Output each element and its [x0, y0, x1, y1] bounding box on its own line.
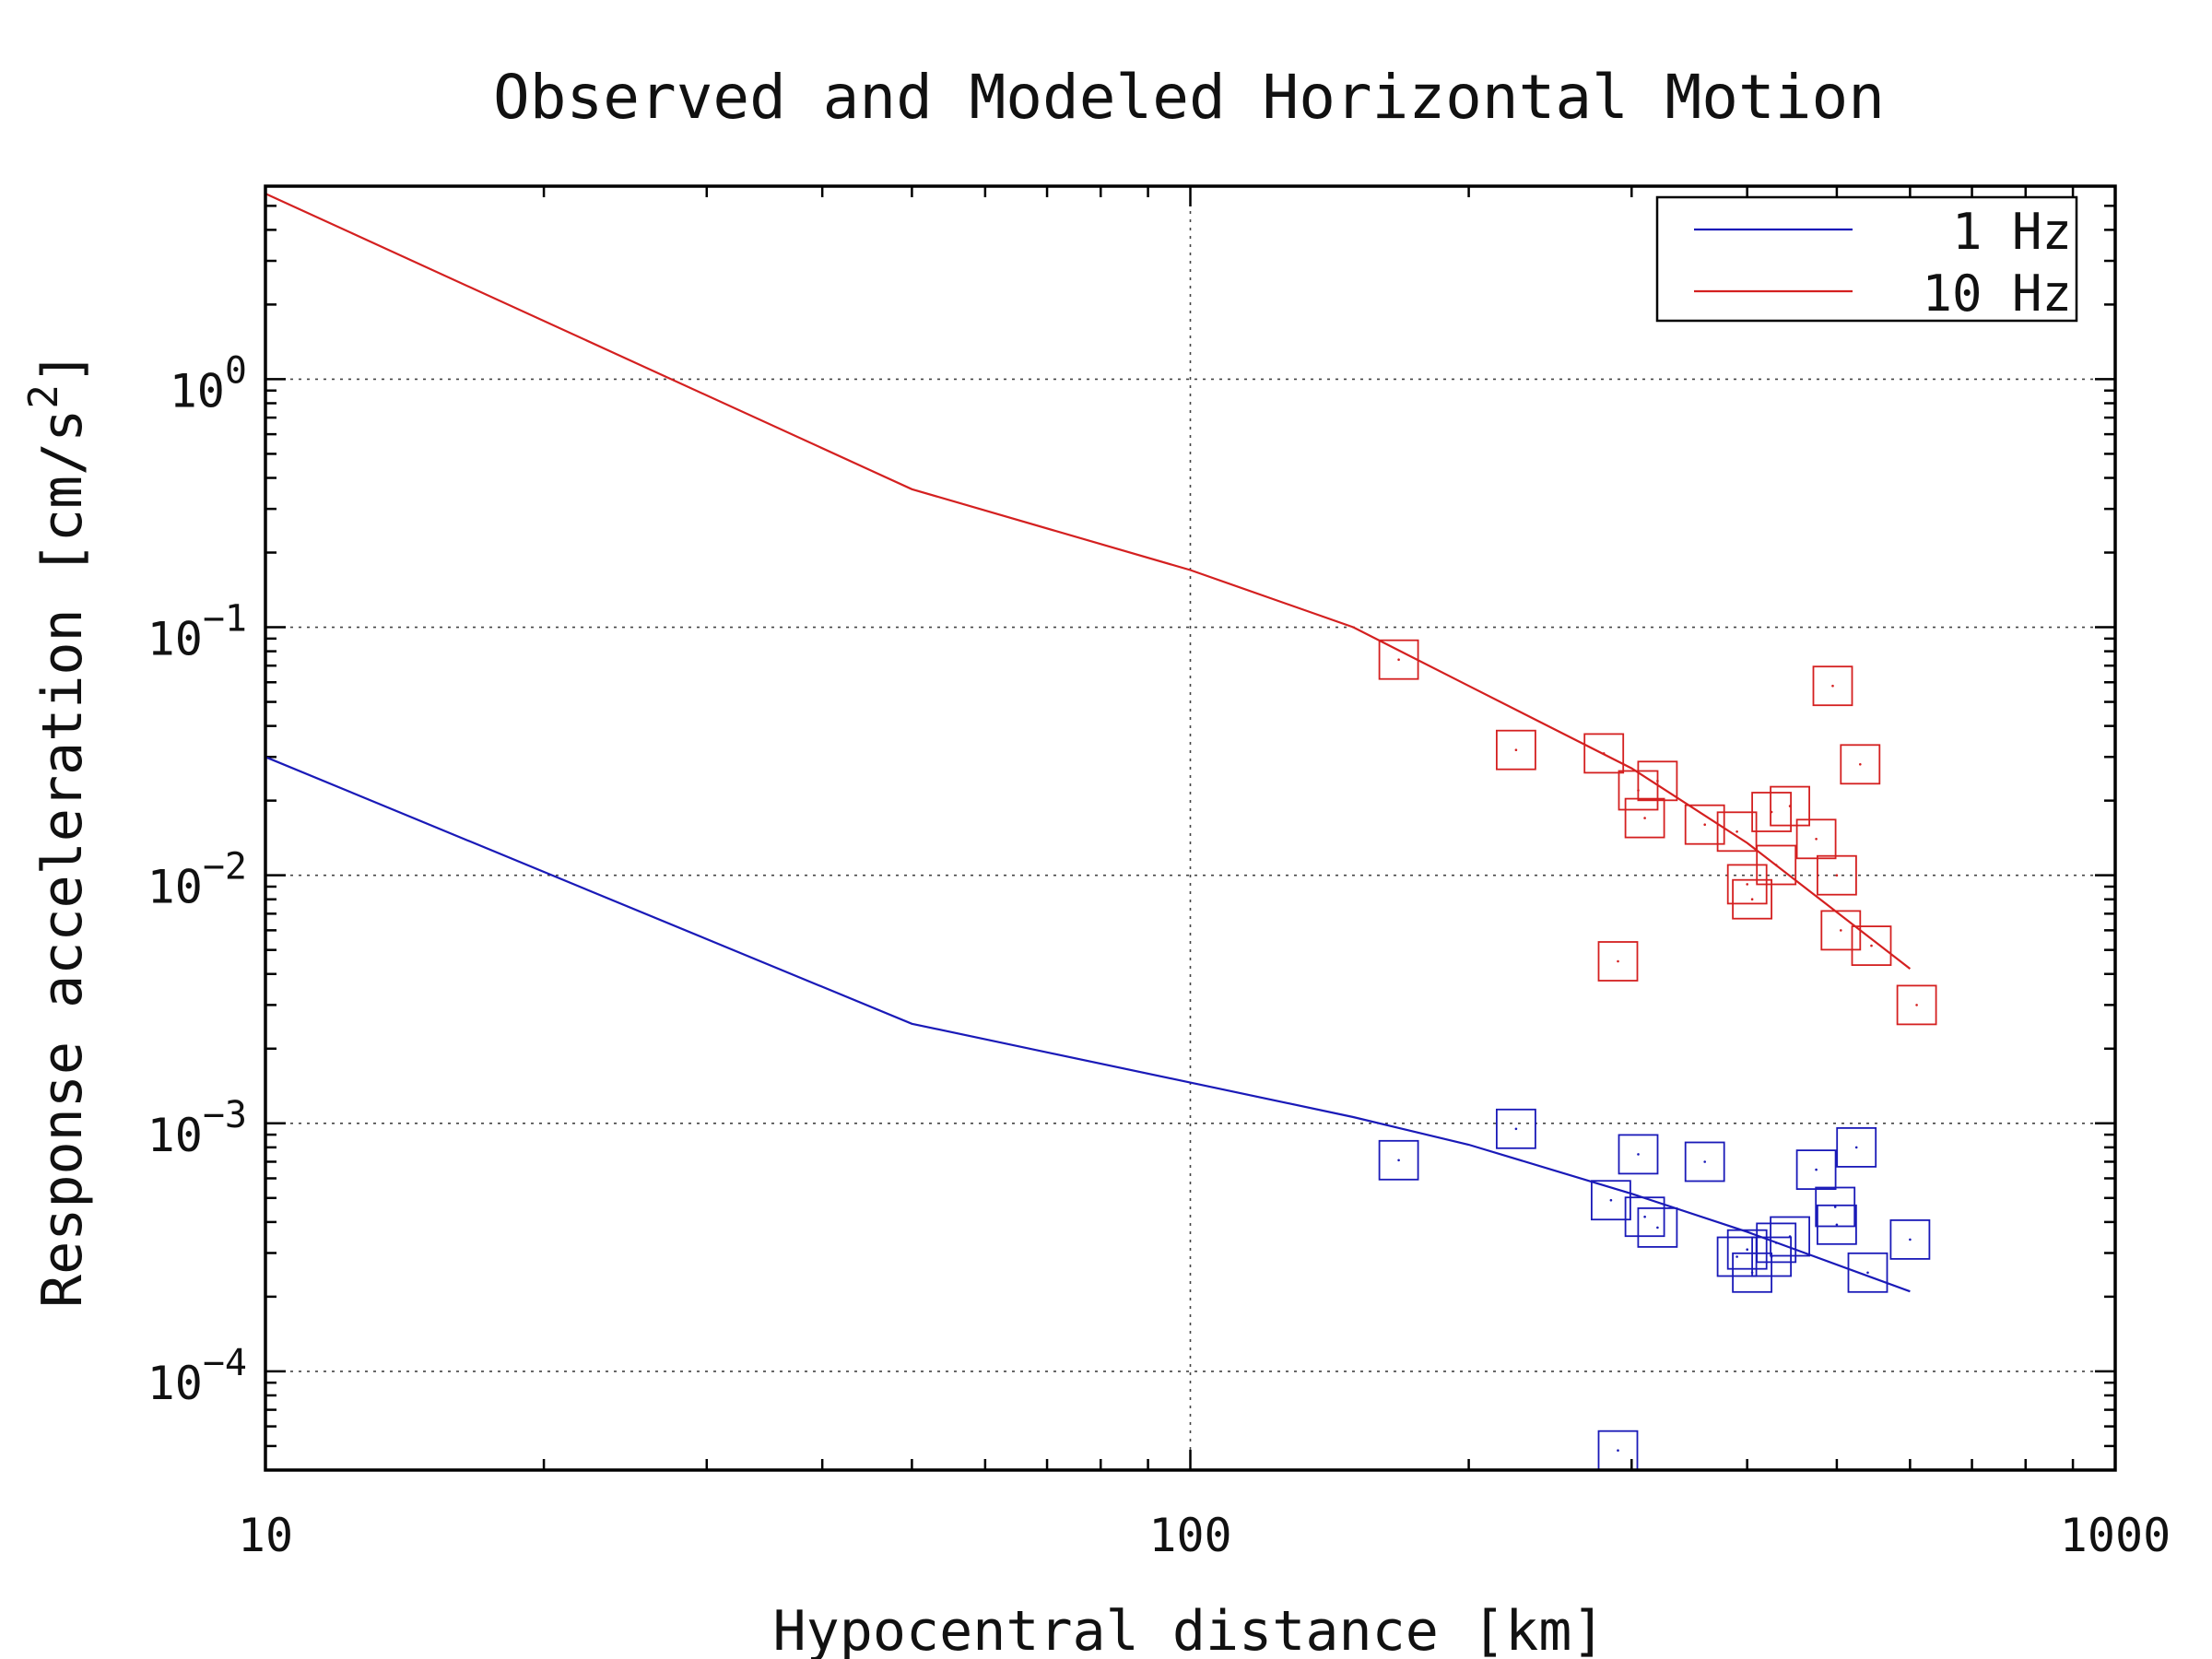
observed-point	[1732, 878, 1772, 920]
observed-point	[1378, 639, 1419, 680]
observed-point-center	[1840, 929, 1842, 932]
model-line-10hz	[265, 193, 1912, 970]
observed-point-center	[1750, 898, 1754, 900]
observed-point-center	[1735, 830, 1738, 833]
observed-point	[1836, 1127, 1877, 1168]
observed-point	[1770, 1216, 1810, 1257]
y-axis-label-prefix: Response acceleration [cm/s	[30, 409, 95, 1308]
observed-point	[1815, 1186, 1856, 1228]
observed-point	[1847, 1252, 1888, 1293]
observed-point-center	[1735, 1255, 1738, 1258]
y-axis-label-exponent: 2	[20, 384, 67, 409]
observed-point-center	[1854, 1146, 1858, 1149]
observed-point-center	[1602, 752, 1606, 755]
y-tick-label: 100	[170, 349, 247, 418]
observed-point-center	[1617, 1449, 1619, 1452]
observed-point-center	[1915, 1004, 1918, 1006]
observed-point-center	[1746, 1248, 1748, 1251]
legend-box	[1655, 195, 2078, 323]
observed-point	[1637, 1207, 1678, 1248]
observed-point	[1840, 744, 1881, 785]
y-axis-label: Response acceleration [cm/s2]	[20, 351, 95, 1308]
observed-point-center	[1835, 874, 1839, 877]
observed-point-center	[1831, 684, 1834, 688]
observed-point	[1684, 804, 1725, 845]
observed-point-center	[1637, 1153, 1640, 1156]
observed-point	[1889, 1219, 1931, 1260]
observed-point-center	[1703, 1160, 1706, 1163]
y-tick-label: 10−3	[147, 1094, 247, 1162]
observed-point-center	[1788, 805, 1792, 807]
observed-point	[1851, 925, 1892, 966]
observed-point-center	[1859, 763, 1862, 766]
observed-point-center	[1815, 1168, 1818, 1171]
legend-label-1hz: 1 Hz	[1952, 203, 2072, 261]
observed-point	[1751, 792, 1792, 832]
model-line-1hz	[265, 756, 1911, 1293]
observed-point-center	[1835, 1223, 1839, 1227]
observed-point	[1726, 1229, 1768, 1270]
observed-point-center	[1617, 959, 1619, 963]
plot-frame	[264, 184, 2117, 1472]
chart-title: Observed and Modeled Horizontal Motion	[493, 62, 1885, 133]
y-tick-label: 10−4	[147, 1342, 247, 1410]
observed-point	[1684, 1141, 1725, 1182]
grid-lines	[265, 186, 2115, 1470]
observed-point	[1817, 1204, 1857, 1245]
tick-labels: 10 100 1000 100 10−1 10−2 10−3 10−4	[147, 349, 2171, 1562]
observed-point	[1637, 760, 1678, 802]
observed-point-center	[1866, 1271, 1869, 1275]
x-axis-label: Hypocentral distance [km]	[772, 1599, 1605, 1659]
model-lines	[265, 193, 1912, 1293]
observed-point	[1756, 1222, 1797, 1264]
observed-point-center	[1643, 1215, 1646, 1218]
observed-point	[1812, 665, 1853, 707]
observed-point	[1618, 1134, 1659, 1175]
observed-point-center	[1643, 817, 1646, 819]
observed-point-center	[1833, 1206, 1837, 1208]
legend: 1 Hz 10 Hz	[1655, 195, 2078, 323]
observed-point	[1624, 1196, 1665, 1238]
observed-point-center	[1397, 658, 1400, 661]
observed-markers	[1378, 639, 1937, 1471]
observed-point	[1756, 844, 1797, 886]
observed-point-center	[1870, 944, 1873, 947]
observed-point-center	[1656, 1226, 1659, 1230]
observed-point-center	[1774, 1241, 1778, 1244]
observed-point-center	[1774, 864, 1778, 866]
observed-point	[1770, 785, 1810, 827]
observed-point-center	[1609, 1198, 1613, 1202]
observed-point	[1583, 733, 1625, 774]
y-tick-label: 10−1	[147, 598, 247, 666]
observed-point	[1820, 910, 1862, 951]
observed-point-center	[1514, 748, 1518, 751]
observed-point-center	[1703, 823, 1706, 826]
x-tick-label: 10	[238, 1509, 293, 1562]
observed-point	[1817, 854, 1857, 896]
observed-point	[1597, 941, 1639, 982]
observed-point-center	[1514, 1127, 1518, 1131]
legend-label-10hz: 10 Hz	[1922, 265, 2072, 323]
y-axis-label-suffix: ]	[30, 351, 95, 384]
observed-point	[1896, 984, 1937, 1026]
observed-point-center	[1815, 838, 1818, 841]
observed-series-1hz	[1378, 1108, 1931, 1471]
x-tick-label: 1000	[2060, 1509, 2171, 1562]
observed-point-center	[1746, 883, 1748, 886]
observed-point	[1624, 797, 1665, 839]
observed-point-center	[1788, 1235, 1792, 1238]
observed-point-center	[1656, 780, 1659, 782]
observed-point	[1496, 729, 1536, 771]
observed-point-center	[1909, 1238, 1912, 1241]
observed-point-center	[1397, 1159, 1400, 1162]
x-tick-label: 100	[1148, 1509, 1231, 1562]
observed-point	[1751, 1236, 1792, 1277]
y-tick-label: 10−2	[147, 846, 247, 914]
observed-point	[1591, 1180, 1631, 1221]
observed-point	[1496, 1108, 1536, 1149]
observed-series-10hz	[1378, 639, 1937, 1026]
observed-point	[1378, 1139, 1419, 1181]
observed-point	[1795, 818, 1837, 860]
